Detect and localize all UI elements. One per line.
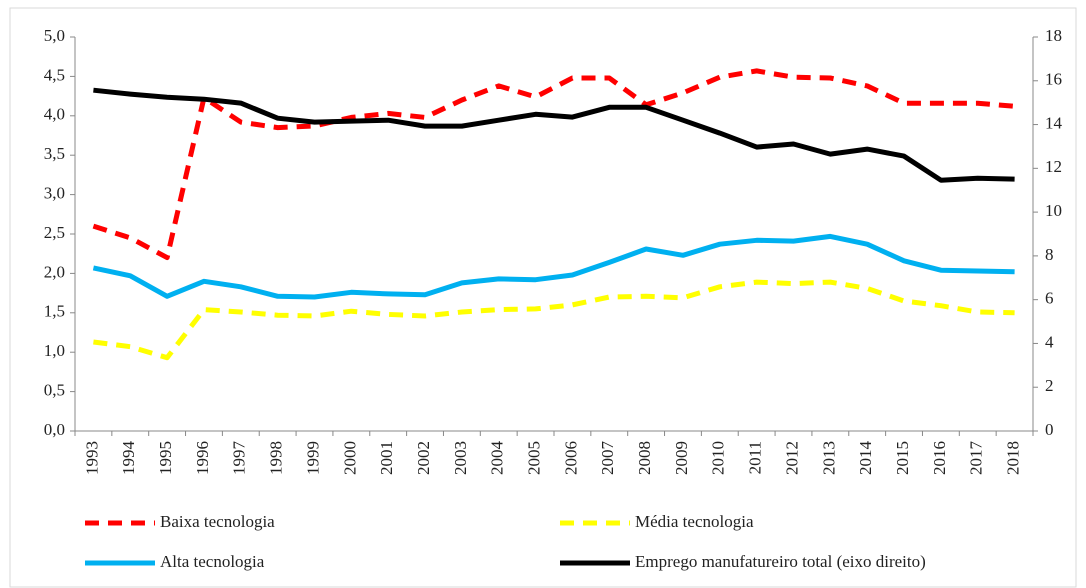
chart-frame <box>9 7 1077 588</box>
x-tick-label: 2016 <box>930 441 949 475</box>
y2-tick-label: 12 <box>1045 157 1062 176</box>
x-tick-label: 2006 <box>561 441 580 475</box>
y-tick-label: 4,5 <box>44 65 65 84</box>
x-tick-label: 2003 <box>451 441 470 475</box>
y-tick-label: 2,0 <box>44 262 65 281</box>
x-tick-label: 2014 <box>856 441 875 476</box>
series-line <box>92 233 1015 300</box>
y2-tick-label: 10 <box>1045 201 1062 220</box>
y2-tick-label: 8 <box>1045 245 1054 264</box>
legend-label: Emprego manufatureiro total (eixo direit… <box>635 552 926 571</box>
x-tick-label: 2001 <box>377 441 396 475</box>
y-tick-label: 0,0 <box>44 420 65 439</box>
x-tick-label: 2018 <box>1003 441 1022 475</box>
x-tick-label: 1993 <box>82 441 101 475</box>
x-tick-label: 2005 <box>524 441 543 475</box>
x-tick-label: 2011 <box>746 441 765 474</box>
x-tick-label: 2010 <box>709 441 728 475</box>
x-tick-label: 2017 <box>967 441 986 476</box>
legend-label: Alta tecnologia <box>160 552 265 571</box>
y-tick-label: 5,0 <box>44 26 65 45</box>
y-tick-label: 4,0 <box>44 105 65 124</box>
x-tick-label: 1997 <box>230 441 249 476</box>
x-tick-label: 2012 <box>782 441 801 475</box>
y-tick-label: 0,5 <box>44 381 65 400</box>
x-tick-label: 2000 <box>340 441 359 475</box>
x-tick-label: 2004 <box>488 441 507 476</box>
y2-tick-label: 14 <box>1045 113 1063 132</box>
y2-tick-label: 0 <box>1045 420 1054 439</box>
y-tick-label: 2,5 <box>44 223 65 242</box>
x-tick-label: 2002 <box>414 441 433 475</box>
x-tick-label: 2013 <box>819 441 838 475</box>
x-tick-label: 2009 <box>672 441 691 475</box>
y-tick-label: 1,0 <box>44 341 65 360</box>
x-tick-label: 1995 <box>156 441 175 475</box>
legend-label: Baixa tecnologia <box>160 512 275 531</box>
y2-tick-label: 2 <box>1045 376 1054 395</box>
x-tick-label: 1998 <box>267 441 286 475</box>
y-tick-label: 3,5 <box>44 144 65 163</box>
series-line <box>93 279 1015 361</box>
legend-label: Média tecnologia <box>635 512 754 531</box>
series-line <box>92 68 1015 261</box>
y2-tick-label: 18 <box>1045 26 1062 45</box>
y2-tick-label: 4 <box>1045 332 1054 351</box>
y-tick-label: 1,5 <box>44 302 65 321</box>
y2-tick-label: 16 <box>1045 70 1062 89</box>
x-tick-label: 2007 <box>598 441 617 476</box>
x-tick-label: 1996 <box>193 441 212 475</box>
x-tick-label: 2015 <box>893 441 912 475</box>
series-line <box>93 87 1015 183</box>
x-tick-label: 1999 <box>303 441 322 475</box>
y-tick-label: 3,0 <box>44 184 65 203</box>
x-tick-label: 2008 <box>635 441 654 475</box>
x-tick-label: 1994 <box>119 441 138 476</box>
y2-tick-label: 6 <box>1045 289 1054 308</box>
